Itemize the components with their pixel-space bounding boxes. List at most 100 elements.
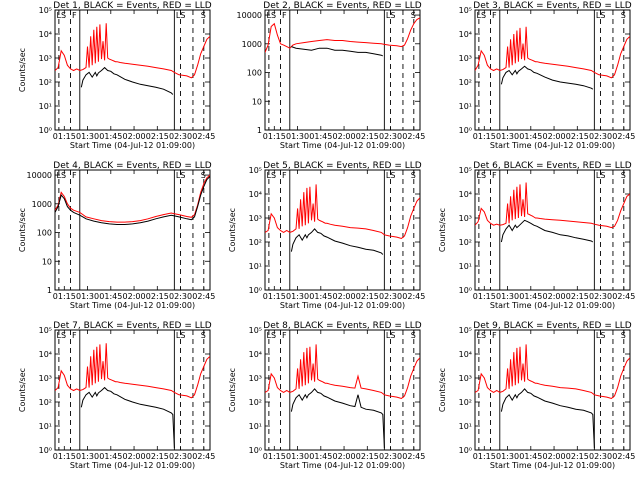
chart-title: Det 6, BLACK = Events, RED = LLD (473, 161, 632, 171)
events-series-line (500, 219, 594, 243)
y-axis-label: Counts/sec (438, 368, 447, 412)
y-tick-label: 10⁴ (459, 190, 472, 199)
x-axis-label: Start Time (04-Jul-12 01:09:00) (280, 461, 405, 470)
flag-label: LS (57, 331, 67, 340)
x-tick-label: 02:30 (589, 452, 612, 461)
y-tick-label: 10⁵ (459, 6, 472, 15)
x-tick-label: 02:00 (333, 132, 356, 141)
flag-label: S (621, 11, 626, 20)
x-tick-label: 01:45 (519, 452, 542, 461)
flag-label: LS (477, 11, 487, 20)
y-axis-label: Counts/sec (18, 48, 27, 92)
plot-frame (474, 169, 631, 291)
x-tick-label: 01:30 (76, 292, 99, 301)
x-tick-label: 02:45 (192, 292, 215, 301)
flag-label: F (492, 331, 497, 340)
y-tick-label: 10¹ (459, 422, 472, 431)
y-tick-label: 10¹ (249, 262, 262, 271)
flag-label: LS (596, 171, 606, 180)
x-tick-label: 01:30 (76, 452, 99, 461)
x-axis-label: Start Time (04-Jul-12 01:09:00) (70, 461, 195, 470)
detector-panel-5: Det 5, BLACK = Events, RED = LLD 01:15 01:… (228, 161, 425, 310)
x-tick-label: 01:45 (519, 132, 542, 141)
x-axis-label: Start Time (04-Jul-12 01:09:00) (490, 301, 615, 310)
flag-label: S (621, 331, 626, 340)
x-tick-label: 02:15 (356, 452, 379, 461)
lld-series-line (55, 174, 210, 223)
flag-label: LS (176, 331, 186, 340)
y-tick-label: 10² (459, 238, 472, 247)
y-tick-label: 10³ (39, 54, 52, 63)
flag-label: S (621, 171, 626, 180)
chart-title: Det 9, BLACK = Events, RED = LLD (473, 321, 632, 331)
y-tick-label: 10⁴ (459, 30, 472, 39)
x-tick-label: 02:45 (612, 292, 635, 301)
x-axis-label: Start Time (04-Jul-12 01:09:00) (70, 141, 195, 150)
y-tick-label: 10³ (459, 214, 472, 223)
flag-label: LS (57, 171, 67, 180)
x-axis-label: Start Time (04-Jul-12 01:09:00) (70, 301, 195, 310)
x-tick-label: 02:15 (566, 132, 589, 141)
x-tick-label: 02:45 (612, 132, 635, 141)
y-axis-label: Counts/sec (18, 368, 27, 412)
flag-label: F (72, 171, 77, 180)
x-tick-label: 02:45 (612, 452, 635, 461)
lld-series-line (265, 184, 420, 240)
x-tick-label: 01:15 (263, 292, 286, 301)
x-tick-label: 02:30 (169, 452, 192, 461)
flag-label: LS (477, 331, 487, 340)
flag-label: LS (386, 171, 396, 180)
y-tick-label: 10⁰ (459, 126, 472, 135)
chart-title: Det 2, BLACK = Events, RED = LLD (263, 1, 422, 11)
x-tick-label: 02:30 (379, 452, 402, 461)
x-tick-label: 01:15 (263, 132, 286, 141)
x-tick-label: 02:45 (192, 452, 215, 461)
flag-label: F (72, 11, 77, 20)
y-tick-label: 10² (39, 78, 52, 87)
x-tick-label: 01:15 (473, 132, 496, 141)
y-tick-label: 10000 (27, 171, 52, 180)
y-tick-label: 100 (37, 229, 52, 238)
x-tick-label: 02:45 (402, 132, 425, 141)
flag-label: LS (267, 331, 277, 340)
y-tick-label: 10⁰ (459, 286, 472, 295)
y-tick-label: 1 (47, 286, 52, 295)
y-tick-label: 10⁴ (39, 350, 52, 359)
x-tick-label: 02:30 (169, 132, 192, 141)
y-tick-label: 10⁰ (39, 446, 52, 455)
y-tick-label: 10⁵ (249, 326, 262, 335)
x-tick-label: 01:30 (286, 452, 309, 461)
flag-label: LS (176, 11, 186, 20)
flag-label: LS (596, 11, 606, 20)
lld-series-line (265, 344, 420, 400)
x-tick-label: 02:00 (333, 452, 356, 461)
y-tick-label: 10¹ (459, 262, 472, 271)
x-tick-label: 01:30 (286, 292, 309, 301)
y-tick-label: 10⁴ (39, 30, 52, 39)
y-tick-label: 10⁰ (249, 286, 262, 295)
y-tick-label: 10¹ (249, 422, 262, 431)
y-axis-label: Counts/sec (18, 208, 27, 252)
x-axis-label: Start Time (04-Jul-12 01:09:00) (490, 141, 615, 150)
flag-label: F (72, 331, 77, 340)
flag-label: F (492, 11, 497, 20)
y-tick-label: 10 (252, 97, 262, 106)
flag-label: S (411, 11, 416, 20)
y-tick-label: 10³ (459, 374, 472, 383)
chart-title: Det 5, BLACK = Events, RED = LLD (263, 161, 422, 171)
flag-label: LS (267, 171, 277, 180)
x-tick-label: 02:30 (169, 292, 192, 301)
x-tick-label: 01:30 (76, 132, 99, 141)
lld-series-line (55, 23, 210, 79)
x-tick-label: 02:30 (589, 132, 612, 141)
x-tick-label: 01:15 (473, 292, 496, 301)
flag-label: F (282, 331, 287, 340)
x-tick-label: 02:45 (402, 452, 425, 461)
y-tick-label: 10² (459, 398, 472, 407)
